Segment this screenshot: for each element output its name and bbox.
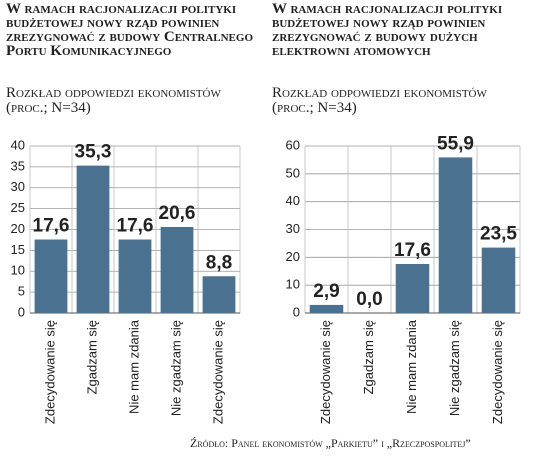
value-label: 8,8: [206, 252, 232, 273]
y-tick-label: 40: [286, 193, 300, 208]
y-tick-label: 10: [286, 277, 300, 292]
x-tick-label: Zdecydowanie się: [210, 320, 225, 424]
source: Źródło: Panel ekonomistów „Parkietu” i „…: [190, 436, 471, 450]
y-tick-label: 60: [286, 137, 300, 152]
value-label: 17,6: [117, 216, 154, 237]
bar: [481, 247, 516, 313]
value-label: 55,9: [437, 133, 474, 154]
bar: [438, 157, 473, 313]
x-tick-label: Nie zgadzam się: [447, 320, 462, 416]
value-label: 35,3: [75, 142, 112, 163]
y-tick-label: 40: [11, 137, 25, 152]
x-tick-label: Zdecydowanie się: [42, 320, 57, 424]
y-tick-label: 20: [286, 249, 300, 264]
bar: [76, 165, 110, 313]
value-label: 17,6: [394, 240, 431, 261]
value-label: 0,0: [356, 289, 382, 310]
y-tick-label: 30: [286, 221, 300, 236]
y-tick-label: 5: [18, 284, 25, 299]
bar: [118, 239, 152, 313]
chart-title: W ramach racjonalizacji polityki budżeto…: [272, 1, 503, 59]
bar: [34, 239, 68, 313]
x-tick-label: Zgadzam się: [84, 320, 99, 394]
x-tick-label: Nie zgadzam się: [168, 320, 183, 416]
x-tick-label: Nie mam zdania: [126, 319, 141, 414]
y-tick-label: 25: [11, 200, 25, 215]
y-tick-label: 0: [293, 304, 300, 319]
bar: [202, 276, 236, 313]
value-label: 2,9: [313, 281, 339, 302]
x-tick-label: Nie mam zdania: [404, 319, 419, 414]
x-tick-label: Zdecydowanie się: [318, 320, 333, 424]
bar: [395, 264, 430, 313]
x-tick-label: Zgadzam się: [361, 320, 376, 394]
value-label: 23,5: [480, 224, 517, 245]
y-tick-label: 20: [11, 221, 25, 236]
chart-subtitle: Rozkład odpowiedzi ekonomistów (proc.; N…: [272, 85, 487, 116]
y-tick-label: 10: [11, 263, 25, 278]
bar: [309, 304, 344, 313]
y-tick-label: 15: [11, 242, 25, 257]
y-tick-label: 30: [11, 179, 25, 194]
bar: [160, 226, 194, 313]
y-tick-label: 50: [286, 165, 300, 180]
value-label: 20,6: [159, 203, 196, 224]
y-tick-label: 0: [18, 304, 25, 319]
chart-subtitle: Rozkład odpowiedzi ekonomistów (proc.; N…: [6, 85, 221, 116]
chart-title: W ramach racjonalizacji polityki budżeto…: [6, 1, 254, 59]
y-tick-label: 35: [11, 158, 25, 173]
x-tick-label: Zdecydowanie się: [490, 320, 505, 424]
value-label: 17,6: [33, 216, 70, 237]
